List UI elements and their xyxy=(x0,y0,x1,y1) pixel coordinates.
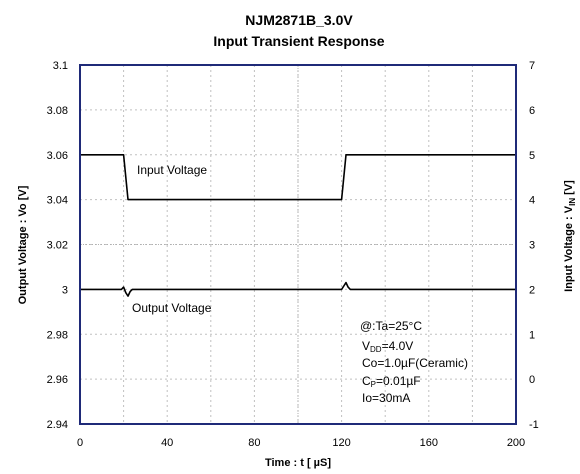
y-left-tick-label: 2.94 xyxy=(47,419,68,431)
y-left-tick-label: 3.02 xyxy=(47,240,68,252)
condition-cp: CP=0.01µF xyxy=(362,374,421,389)
chart-title: NJM2871B_3.0V xyxy=(245,12,353,28)
annotation-output-voltage: Output Voltage xyxy=(132,301,212,315)
y-right-tick-label: 1 xyxy=(529,329,535,341)
plot-frame xyxy=(79,64,517,425)
grid xyxy=(80,65,516,424)
x-tick-labels: 0 40 80 120 160 200 xyxy=(77,437,525,449)
y-left-tick-labels: 2.94 2.96 2.98 3 3.02 3.04 3.06 3.08 3.1 xyxy=(47,60,68,431)
x-tick-label: 80 xyxy=(248,437,260,449)
y-right-tick-label: 5 xyxy=(529,150,535,162)
x-tick-label: 160 xyxy=(420,437,438,449)
series-group xyxy=(80,154,516,297)
x-tick-label: 120 xyxy=(332,437,350,449)
x-tick-label: 40 xyxy=(161,437,173,449)
y-left-tick-label: 2.98 xyxy=(47,329,68,341)
y-left-tick-label: 3.06 xyxy=(47,150,68,162)
condition-io: Io=30mA xyxy=(362,391,410,405)
y-right-tick-label: -1 xyxy=(529,419,539,431)
y-left-tick-label: 3.08 xyxy=(47,105,68,117)
condition-co: Co=1.0µF(Ceramic) xyxy=(362,356,468,370)
y-right-tick-label: 6 xyxy=(529,105,535,117)
y-left-tick-label: 2.96 xyxy=(47,374,68,386)
y-right-tick-labels: -1 0 1 2 3 4 5 6 7 xyxy=(529,60,539,431)
series-line-output-voltage xyxy=(80,281,516,297)
annotation-input-voltage: Input Voltage xyxy=(137,163,207,177)
series-line-input-voltage xyxy=(80,154,516,201)
x-tick-label: 200 xyxy=(507,437,525,449)
y-left-axis-label: Output Voltage : Vo [V] xyxy=(17,185,29,304)
condition-vdd: VDD=4.0V xyxy=(362,339,413,354)
condition-ta: @:Ta=25°C xyxy=(360,319,422,333)
y-right-tick-label: 3 xyxy=(529,240,535,252)
x-tick-label: 0 xyxy=(77,437,83,449)
y-left-tick-label: 3 xyxy=(62,284,68,296)
y-right-tick-label: 4 xyxy=(529,195,535,207)
y-right-tick-label: 2 xyxy=(529,284,535,296)
test-conditions: @:Ta=25°C VDD=4.0V Co=1.0µF(Ceramic) CP=… xyxy=(360,319,468,405)
y-right-tick-label: 0 xyxy=(529,374,535,386)
y-left-tick-label: 3.04 xyxy=(47,195,68,207)
y-left-tick-label: 3.1 xyxy=(53,60,68,72)
x-axis-label: Time : t [ µS] xyxy=(265,457,331,469)
y-right-axis-label: Input Voltage : VIN [V] xyxy=(563,180,577,292)
y-right-tick-label: 7 xyxy=(529,60,535,72)
chart-subtitle: Input Transient Response xyxy=(213,33,384,49)
